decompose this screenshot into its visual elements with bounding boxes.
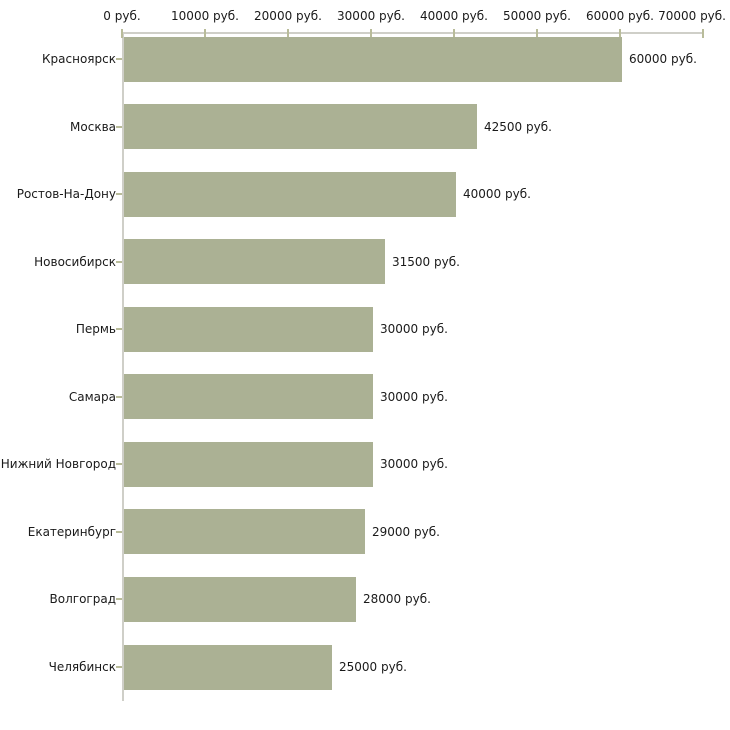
bar-5 <box>124 307 373 352</box>
category-label: Екатеринбург <box>27 525 116 539</box>
category-label: Красноярск <box>42 52 116 66</box>
y-axis-tick <box>116 193 122 195</box>
y-axis-line <box>122 32 124 701</box>
x-axis-tick <box>536 29 538 38</box>
x-axis-tick-label: 60000 руб. <box>586 9 654 23</box>
bar-8 <box>124 509 365 554</box>
x-axis-tick-label: 70000 руб. <box>658 9 726 23</box>
bar-3 <box>124 172 456 217</box>
x-axis-tick <box>453 29 455 38</box>
value-label: 30000 руб. <box>380 322 448 336</box>
y-axis-tick <box>116 126 122 128</box>
x-axis-tick <box>121 29 123 38</box>
value-label: 31500 руб. <box>392 255 460 269</box>
bar-9 <box>124 577 356 622</box>
y-axis-tick <box>116 261 122 263</box>
y-axis-tick <box>116 328 122 330</box>
x-axis-tick <box>370 29 372 38</box>
y-axis-tick <box>116 531 122 533</box>
x-axis-tick <box>204 29 206 38</box>
y-axis-tick <box>116 598 122 600</box>
x-axis-line <box>122 32 704 34</box>
x-axis-tick-label: 0 руб. <box>103 9 141 23</box>
category-label: Нижний Новгород <box>0 457 116 471</box>
value-label: 25000 руб. <box>339 660 407 674</box>
category-label: Самара <box>68 390 116 404</box>
y-axis-tick <box>116 463 122 465</box>
y-axis-tick <box>116 396 122 398</box>
value-label: 28000 руб. <box>363 592 431 606</box>
category-label: Новосибирск <box>34 255 116 269</box>
x-axis-tick-label: 10000 руб. <box>171 9 239 23</box>
category-label: Москва <box>70 120 116 134</box>
category-label: Ростов-На-Дону <box>16 187 116 201</box>
value-label: 29000 руб. <box>372 525 440 539</box>
x-axis-tick <box>287 29 289 38</box>
category-label: Челябинск <box>48 660 116 674</box>
x-axis-tick <box>702 29 704 38</box>
category-label: Волгоград <box>49 592 116 606</box>
bar-10 <box>124 645 332 690</box>
x-axis-tick <box>619 29 621 38</box>
bar-4 <box>124 239 385 284</box>
y-axis-tick <box>116 666 122 668</box>
x-axis-tick-label: 40000 руб. <box>420 9 488 23</box>
value-label: 42500 руб. <box>484 120 552 134</box>
bar-2 <box>124 104 477 149</box>
value-label: 30000 руб. <box>380 457 448 471</box>
bar-1 <box>124 37 622 82</box>
bar-6 <box>124 374 373 419</box>
x-axis-tick-label: 20000 руб. <box>254 9 322 23</box>
bar-7 <box>124 442 373 487</box>
value-label: 60000 руб. <box>629 52 697 66</box>
x-axis-tick-label: 30000 руб. <box>337 9 405 23</box>
y-axis-tick <box>116 58 122 60</box>
x-axis-tick-label: 50000 руб. <box>503 9 571 23</box>
category-label: Пермь <box>75 322 116 336</box>
value-label: 30000 руб. <box>380 390 448 404</box>
value-label: 40000 руб. <box>463 187 531 201</box>
